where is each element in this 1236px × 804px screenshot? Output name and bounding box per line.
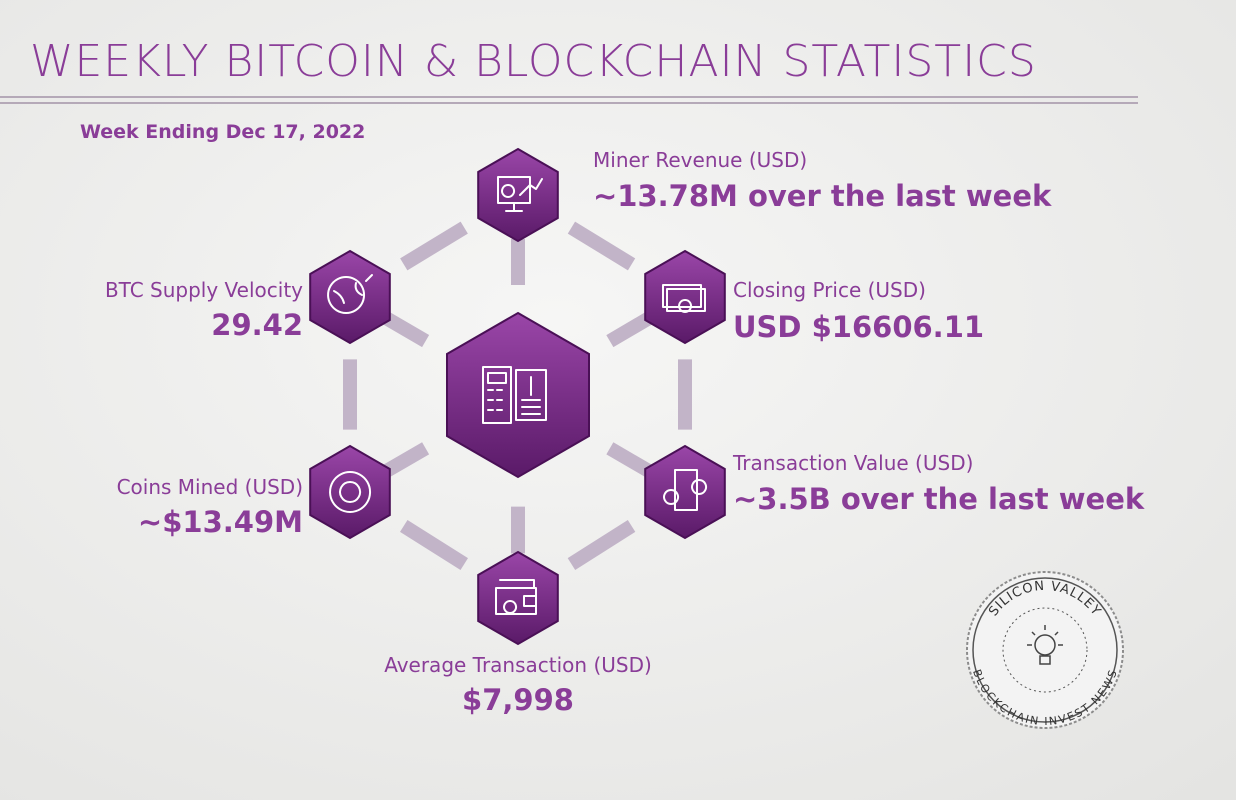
icon (497, 176, 543, 212)
stat-label: Closing Price (USD) (733, 278, 926, 302)
stat-value: 29.42 (211, 308, 303, 342)
stat-value: $7,998 (462, 683, 574, 717)
stat-label: Transaction Value (USD) (732, 451, 973, 475)
subtitle: Week Ending Dec 17, 2022 (80, 121, 365, 143)
connector (606, 312, 652, 348)
connector (567, 520, 636, 570)
connector (383, 312, 430, 348)
stat-value: USD $16606.11 (733, 310, 984, 344)
connector (400, 519, 468, 571)
connector (567, 221, 636, 271)
stat-value: ~13.78M over the last week (593, 179, 1052, 213)
stat-label: Average Transaction (USD) (384, 653, 652, 677)
icon-calculator (482, 366, 547, 424)
hexagon (644, 249, 726, 345)
stat-label: BTC Supply Velocity (105, 278, 303, 302)
network (309, 147, 726, 646)
stat-value: ~$13.49M (138, 505, 303, 539)
hexagon (446, 311, 590, 479)
badge: SILICON VALLEY BLOCKCHAIN INVEST NEWS (966, 571, 1124, 729)
title: WEEKLY BITCOIN & BLOCKCHAIN STATISTICS (30, 36, 1037, 87)
icon (329, 471, 371, 513)
icon (495, 579, 537, 615)
hexagon (309, 249, 391, 345)
hexagon (309, 444, 391, 540)
stat-label: Miner Revenue (USD) (593, 148, 807, 172)
icon (663, 469, 708, 511)
connector (400, 221, 468, 271)
hexagon (477, 147, 559, 243)
icon (662, 284, 706, 313)
hexagon (644, 444, 726, 540)
icon (327, 274, 373, 314)
stat-label: Coins Mined (USD) (117, 475, 303, 499)
connector (383, 442, 430, 477)
connector (606, 442, 652, 477)
hexagon (477, 550, 559, 646)
stat-value: ~3.5B over the last week (733, 482, 1145, 516)
